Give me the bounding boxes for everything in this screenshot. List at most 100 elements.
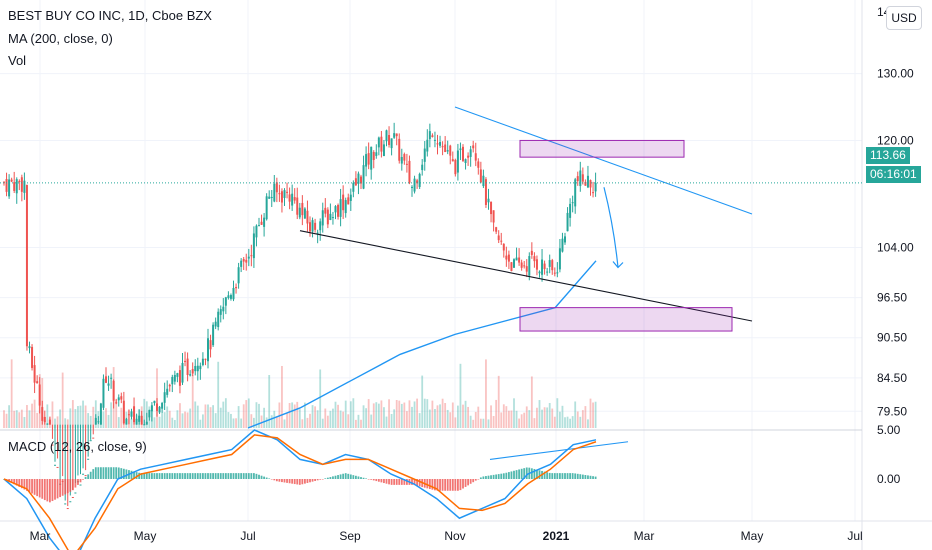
volume-bar [74,409,77,428]
macd-hist-bar [329,477,332,479]
macd-hist-bar [326,477,329,479]
macd-hist-bar [444,479,447,491]
macd-hist-bar [10,479,13,483]
candle-body [240,260,243,267]
candle-body [334,206,337,213]
volume-bar [181,413,184,428]
candle-body [278,193,281,195]
volume-bar [105,408,107,428]
candle-body [232,287,235,300]
candle-body [79,484,82,486]
volume-bar [263,407,265,428]
volume-bar [304,402,306,428]
macd-hist-bar [219,473,222,479]
candle-body [291,193,294,206]
candle-body [117,397,120,401]
candle-body [191,369,194,374]
candle-body [224,297,227,306]
macd-hist-bar [474,479,477,481]
volume-bar [406,411,408,428]
macd-hist-bar [194,473,197,479]
macd-hist-bar [380,479,383,483]
ma-indicator-label[interactable]: MA (200, close, 0) [8,31,113,46]
macd-hist-bar [495,474,498,479]
macd-hist-bar [390,479,393,485]
macd-hist-bar [43,479,46,501]
chart-title[interactable]: BEST BUY CO INC, 1D, Cboe BZX [8,8,212,23]
volume-bar [546,407,549,428]
volume-bar [184,411,186,428]
macd-hist-bar [89,471,92,479]
currency-button[interactable]: USD [886,6,922,30]
candle-body [235,286,238,289]
time-tick-label: 2021 [543,529,570,543]
candle-body [558,248,561,270]
candle-body [3,182,5,184]
volume-bar [321,418,324,428]
candle-body [342,194,345,211]
volume-bar [189,408,192,428]
candle-body [84,475,87,477]
volume-bar [15,410,18,428]
macd-hist-bar [265,477,268,479]
candle-body [138,415,141,422]
macd-hist-bar [71,479,74,491]
volume-bar [202,414,204,428]
price-zone-box [519,139,685,158]
macd-hist-bar [54,479,56,500]
candle-body [535,259,538,270]
macd-hist-bar [479,477,482,479]
macd-hist-bar [61,479,64,496]
volume-bar [449,412,452,428]
volume-bar [92,406,95,428]
candle-body [275,182,278,193]
candle-body [222,306,225,312]
macd-hist-bar [352,475,355,479]
candle-body [337,204,340,217]
macd-hist-bar [112,467,115,479]
candle-body [201,358,204,366]
candle-body [431,135,434,137]
volume-bar [258,403,260,428]
volume-bar [556,398,559,428]
macd-hist-bar [543,471,546,479]
volume-bar [255,402,258,428]
candle-body [377,137,380,148]
macd-indicator-label[interactable]: MACD (12, 26, close, 9) [8,439,147,454]
candle-body [530,250,533,255]
candle-body [314,222,317,230]
macd-hist-bar [168,473,171,479]
candle-body [171,376,174,385]
macd-hist-bar [439,479,441,491]
volume-bar [337,404,339,428]
volume-bar [288,403,291,428]
candle-body [66,508,69,510]
volume-bar [296,401,299,428]
volume-bar [283,419,286,428]
candle-body [130,411,133,417]
candle-body [329,213,332,221]
candle-body [186,358,189,375]
volume-bar [423,398,426,428]
volume-indicator-label[interactable]: Vol [8,53,27,68]
candle-body [464,159,467,164]
macd-hist-bar [171,473,174,479]
volume-bar [477,406,480,428]
volume-bar [474,411,477,428]
macd-hist-bar [130,470,133,479]
volume-bar [523,412,526,428]
macd-hist-bar [301,479,304,485]
candle-body [433,139,436,141]
candle-body [569,203,572,218]
candle-body [92,437,95,439]
macd-hist-bar [492,474,495,479]
macd-hist-bar [260,475,263,479]
volume-bar [479,418,482,428]
volume-bar [204,404,207,428]
candle-body [423,148,426,162]
macd-hist-bar [490,475,492,479]
candlestick-series [3,122,597,510]
candle-body [551,260,554,271]
macd-hist-bar [482,476,485,479]
